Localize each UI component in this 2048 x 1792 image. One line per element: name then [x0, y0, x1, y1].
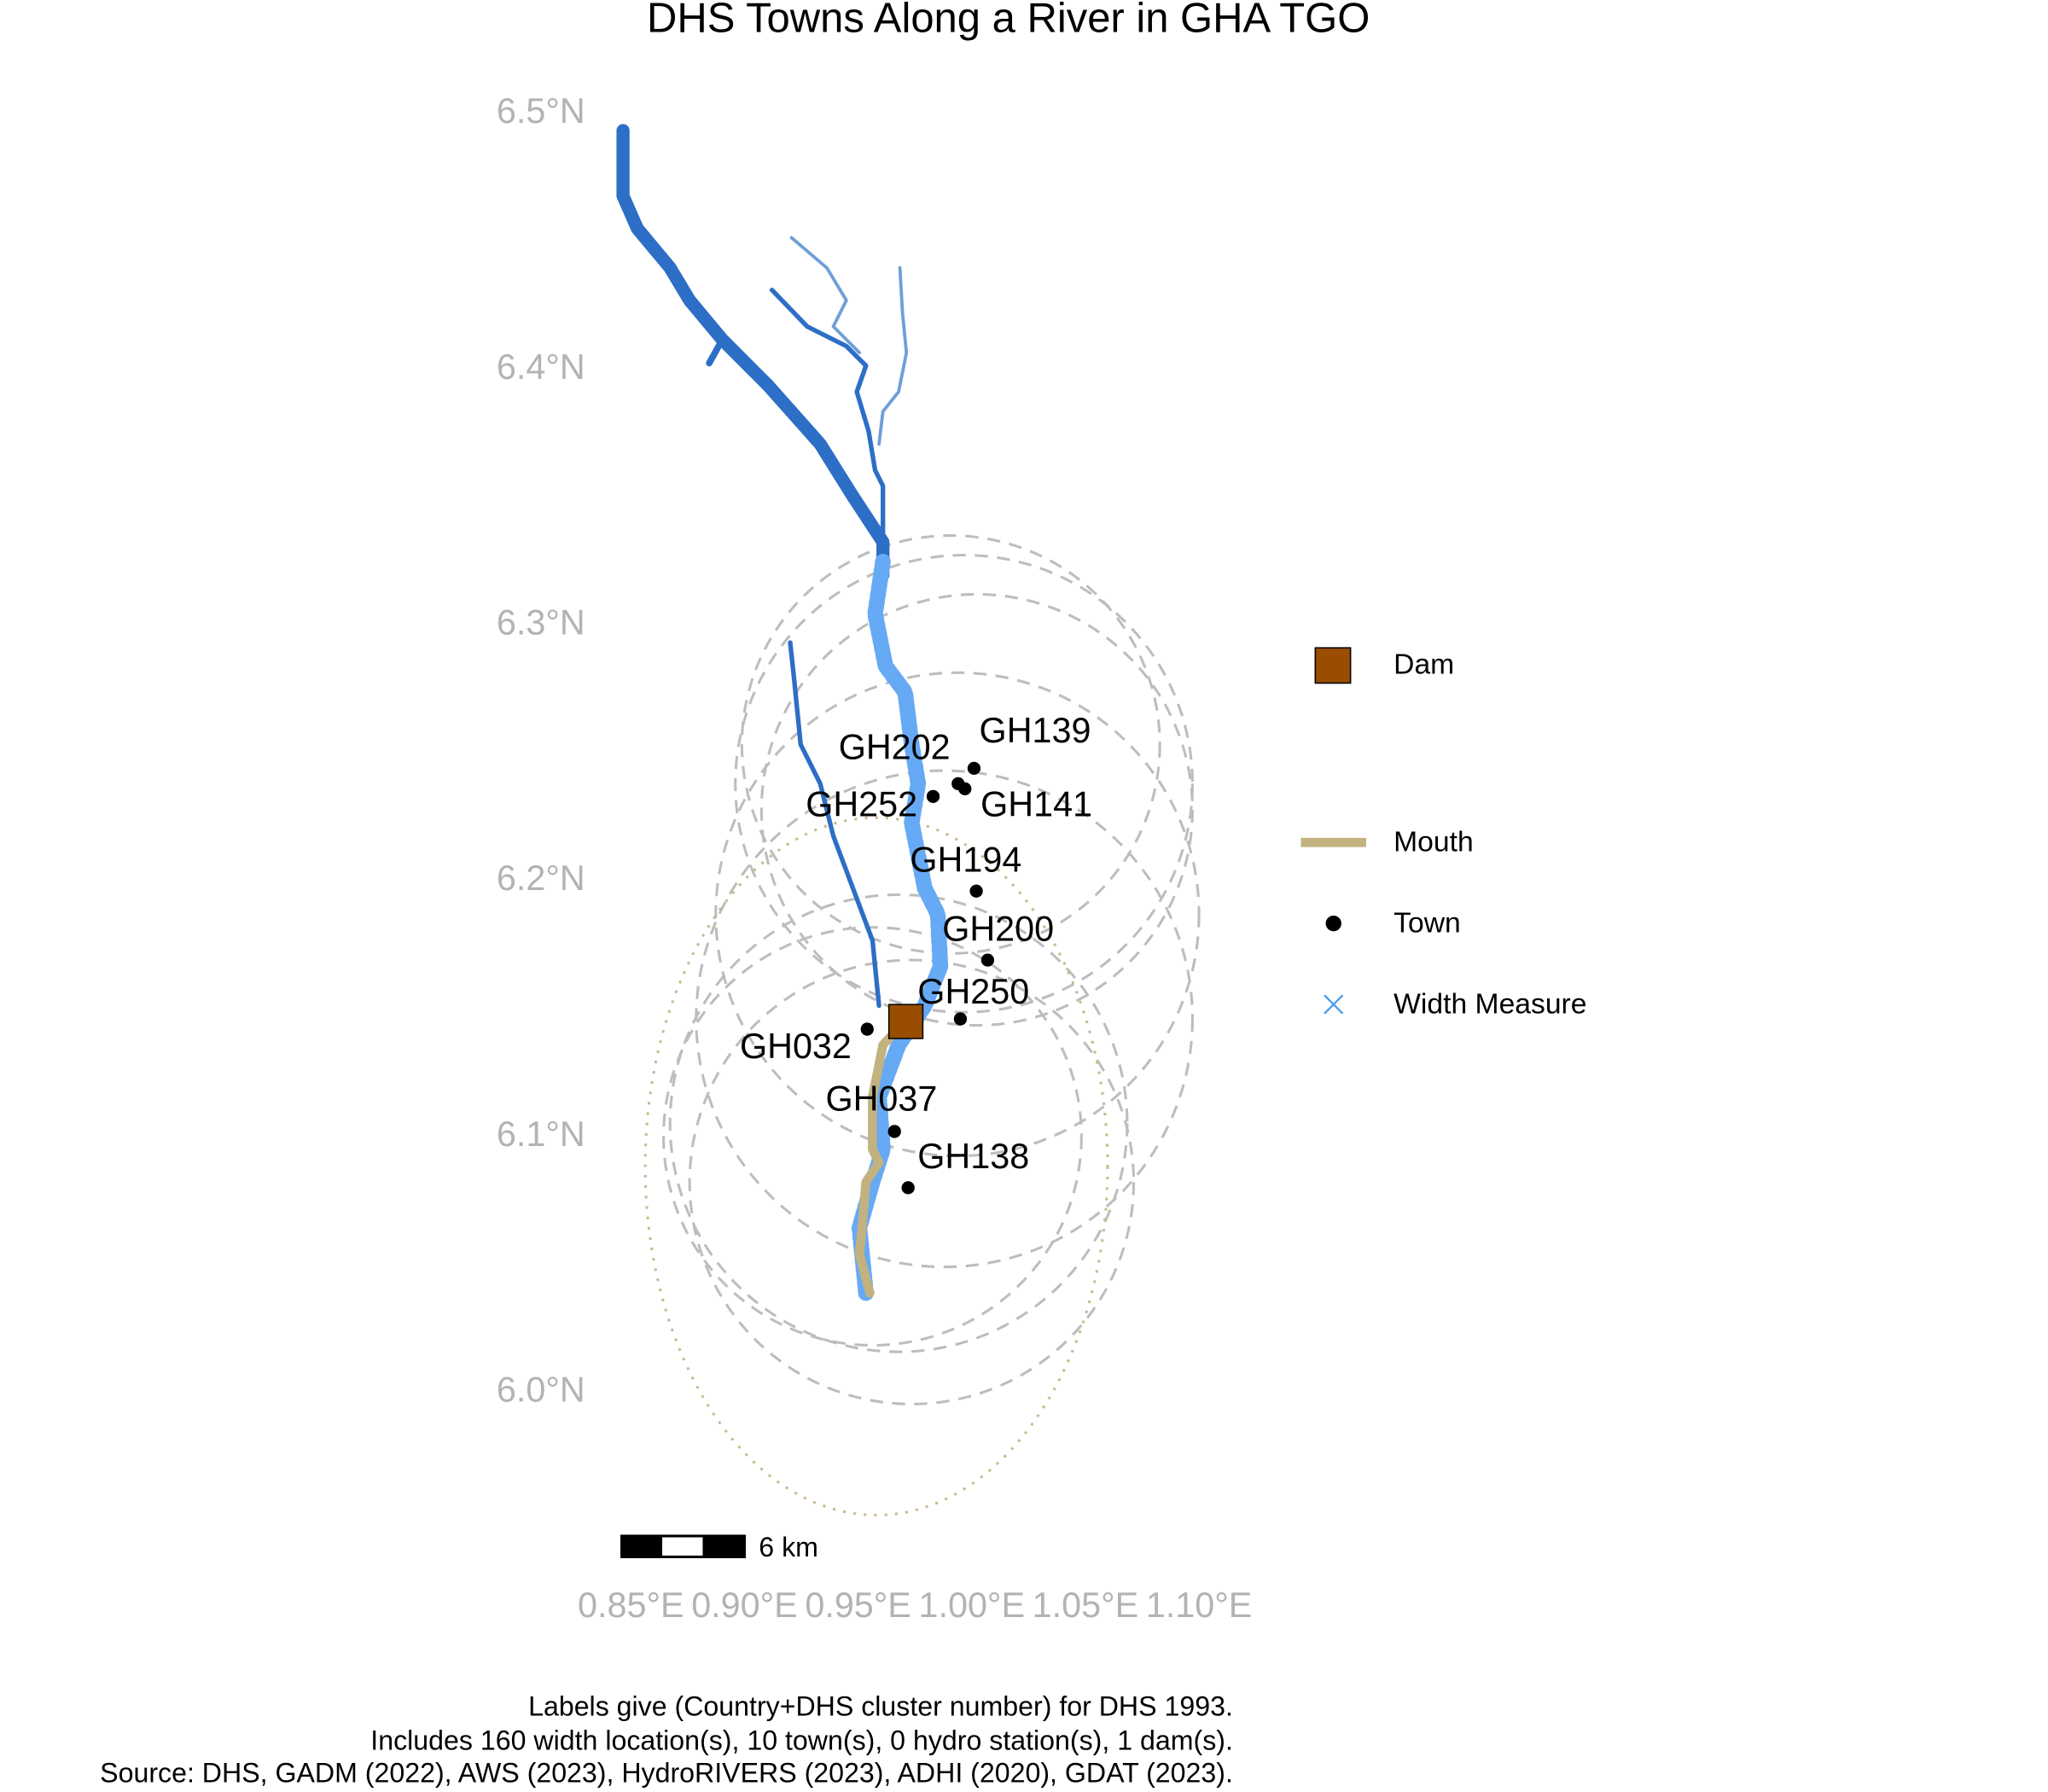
- town: [953, 1012, 968, 1026]
- town-label: GH141: [980, 785, 1092, 824]
- town-label: GH139: [980, 711, 1091, 750]
- y-tick-label: 6.0°N: [497, 1370, 585, 1410]
- x-tick-label: 1.05°E: [1033, 1585, 1138, 1625]
- town-label: GH250: [917, 972, 1029, 1011]
- caption-line: Includes 160 width location(s), 10 town(…: [370, 1725, 1233, 1755]
- y-tick-label: 6.3°N: [497, 602, 585, 642]
- dam: [887, 1004, 924, 1039]
- legend-key-town: [1325, 915, 1341, 932]
- y-tick-label: 6.5°N: [497, 91, 585, 131]
- x-tick-label: 0.90°E: [691, 1585, 797, 1625]
- scale-bar: 6 km: [620, 1532, 818, 1562]
- x-tick-label: 0.95°E: [805, 1585, 911, 1625]
- x-tick-label: 1.10°E: [1146, 1585, 1252, 1625]
- town: [980, 953, 995, 967]
- legend-label: Town: [1393, 908, 1461, 940]
- town: [958, 782, 972, 796]
- scale-label: 6 km: [759, 1532, 818, 1562]
- caption-line: Labels give (Country+DHS cluster number)…: [528, 1691, 1233, 1722]
- town: [969, 884, 983, 898]
- legend-key-width: [1324, 994, 1344, 1015]
- town: [901, 1181, 915, 1195]
- x-tick-label: 1.00°E: [919, 1585, 1025, 1625]
- town: [887, 1125, 901, 1138]
- town: [926, 789, 940, 803]
- buffers: [662, 534, 1201, 1405]
- legend-key-dam: [1314, 647, 1352, 684]
- mouth-buffer: [643, 816, 1109, 1517]
- town-label: GH202: [839, 727, 951, 766]
- chart-title: DHS Towns Along a River in GHA TGO: [647, 0, 1370, 41]
- legend-label: Width Measure: [1393, 988, 1586, 1020]
- town-label: GH194: [910, 840, 1021, 879]
- town-label: GH138: [917, 1137, 1029, 1176]
- y-tick-label: 6.4°N: [497, 347, 585, 387]
- legend: Dam Mouth Town Width Measure: [1300, 647, 1586, 1020]
- town: [860, 1022, 874, 1036]
- rivers: [616, 124, 949, 1301]
- legend-label: Dam: [1393, 649, 1454, 681]
- caption-line: Source: DHS, GADM (2022), AWS (2023), Hy…: [100, 1758, 1233, 1789]
- legend-label: Mouth: [1393, 827, 1474, 858]
- town-label: GH200: [942, 909, 1054, 948]
- y-tick-label: 6.1°N: [497, 1114, 585, 1154]
- caption: Labels give (Country+DHS cluster number)…: [100, 1691, 1233, 1789]
- town: [967, 761, 981, 776]
- town-label: GH252: [806, 785, 917, 824]
- town-label: GH032: [740, 1027, 852, 1066]
- y-tick-label: 6.2°N: [497, 858, 585, 898]
- x-tick-label: 0.85°E: [578, 1585, 684, 1625]
- town-label: GH037: [825, 1079, 937, 1119]
